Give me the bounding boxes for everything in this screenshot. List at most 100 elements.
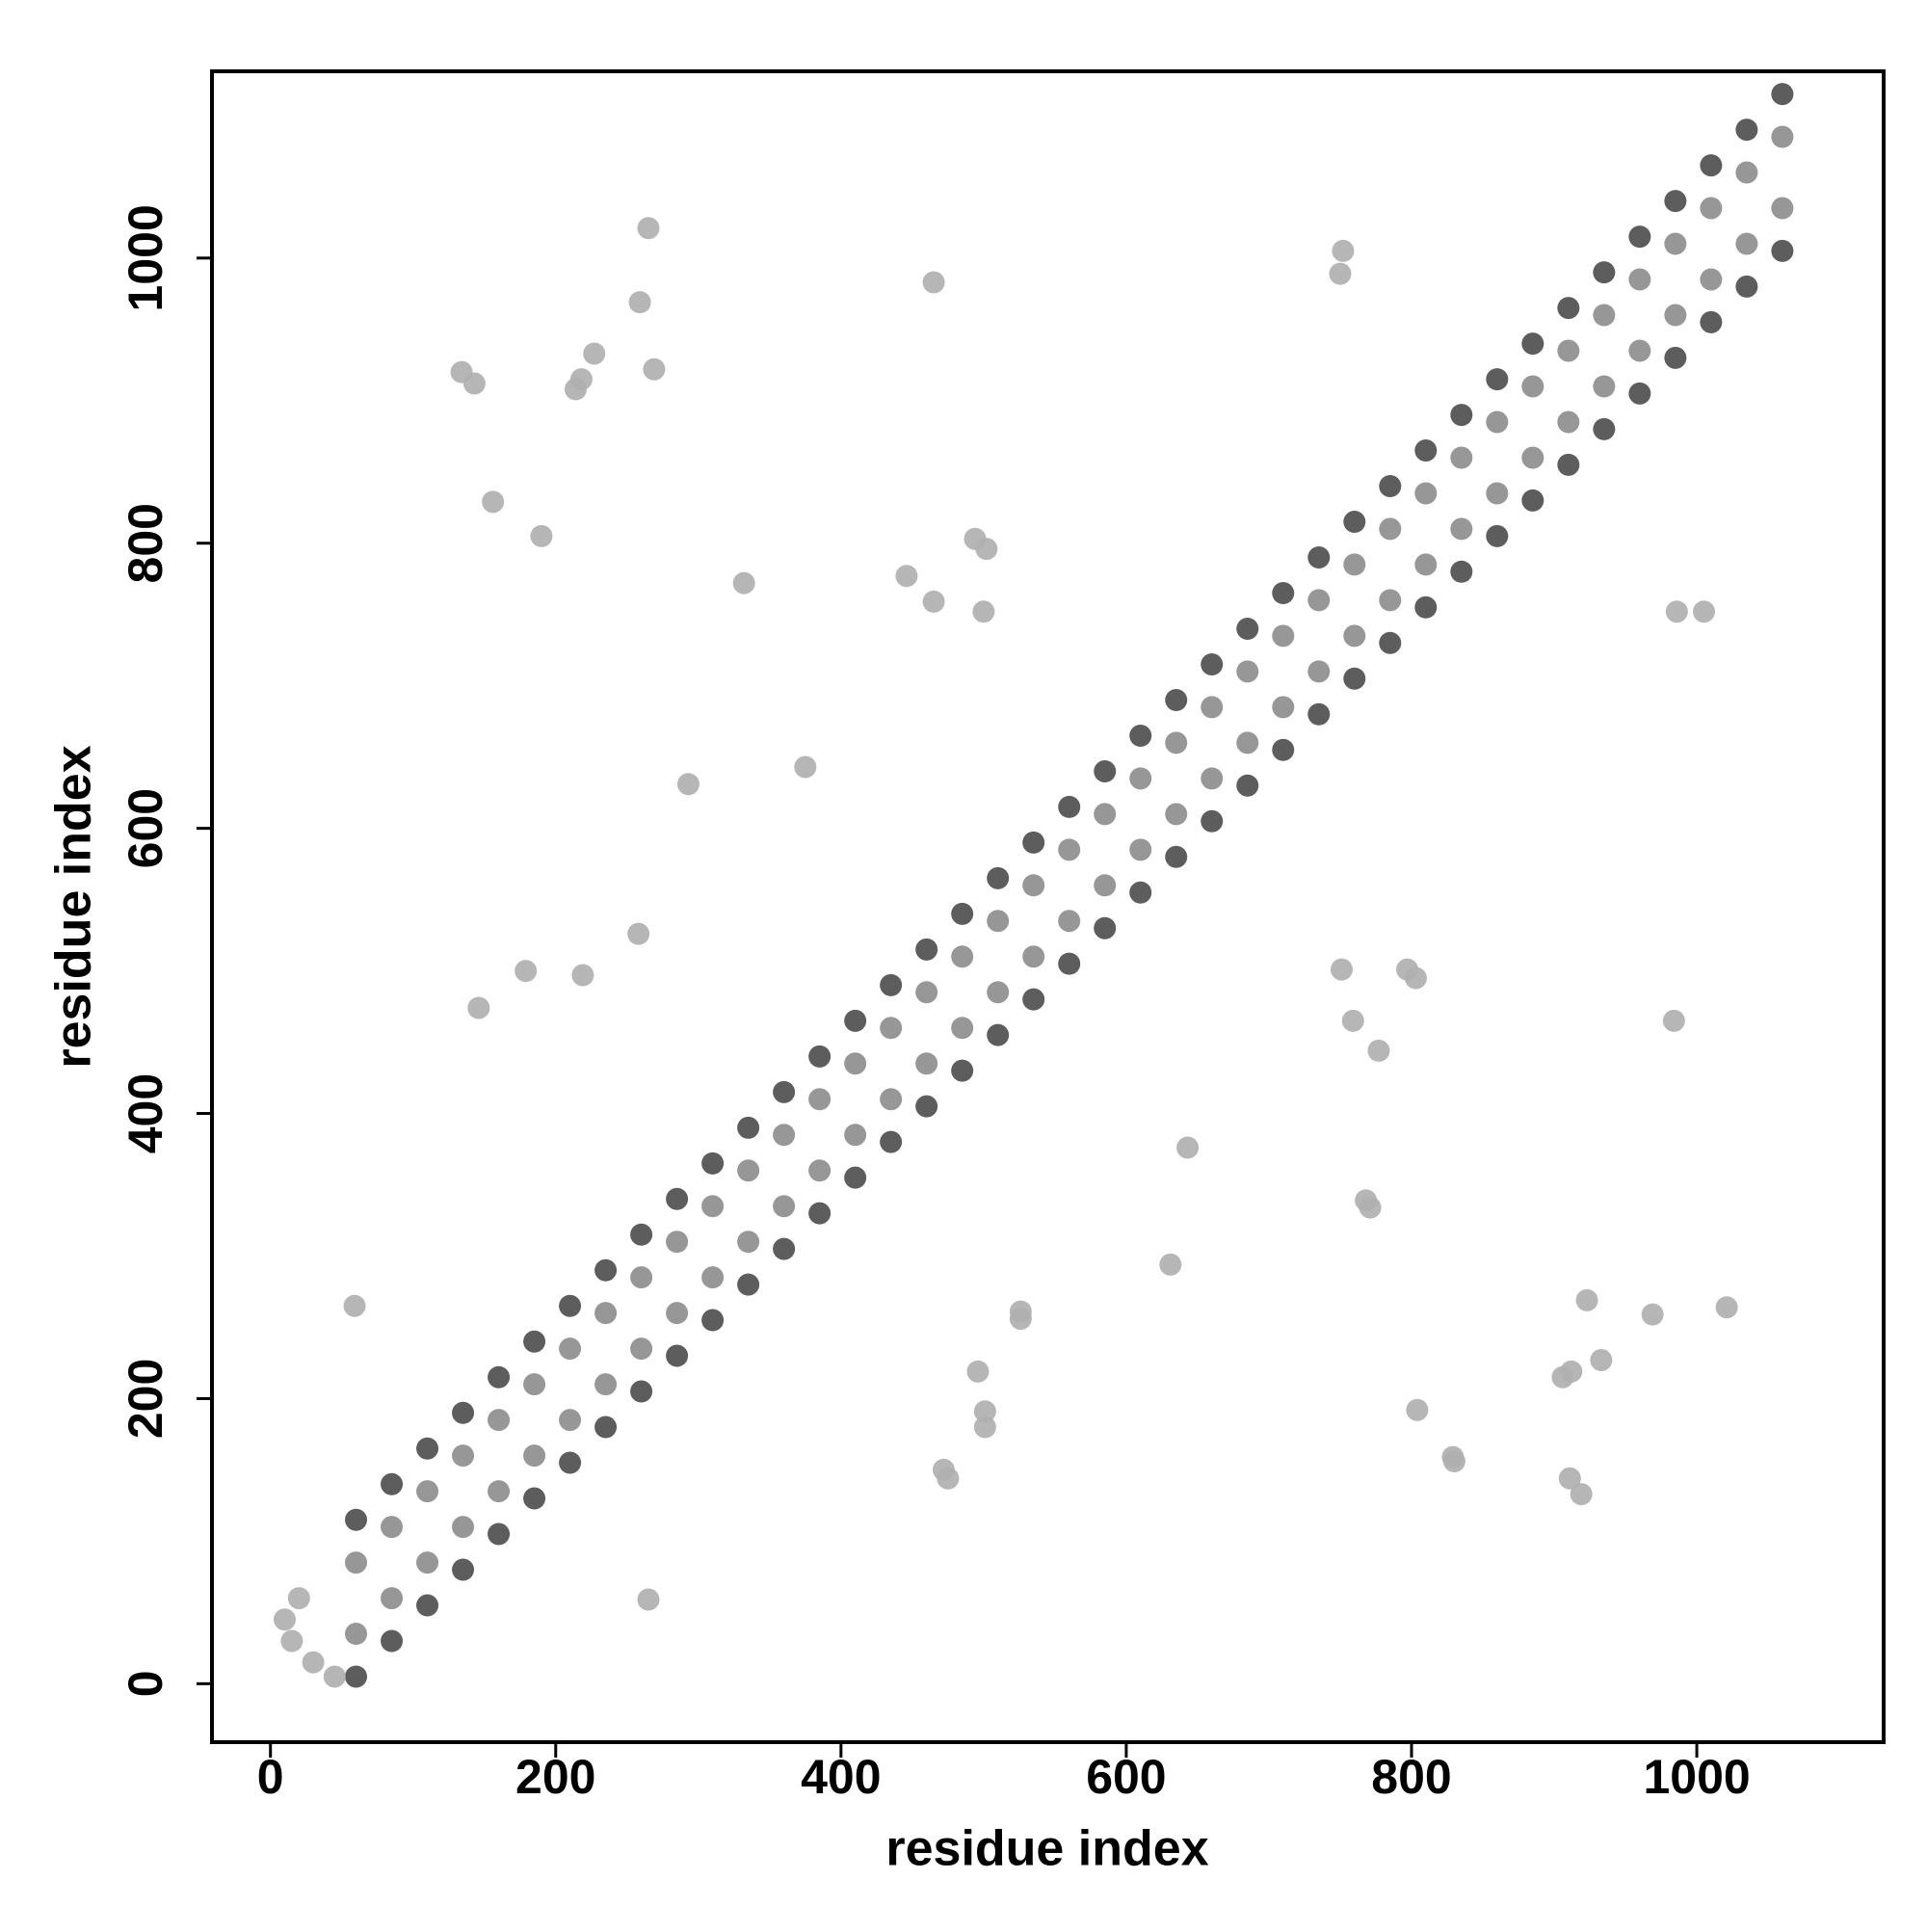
point: [773, 1124, 796, 1147]
point: [1414, 553, 1438, 576]
point: [1165, 731, 1188, 754]
point: [1330, 958, 1353, 981]
point: [1442, 1450, 1465, 1473]
point: [302, 1651, 325, 1674]
point: [1735, 275, 1758, 298]
point: [1521, 375, 1544, 398]
point: [1450, 517, 1473, 541]
point: [844, 1124, 867, 1147]
point: [773, 1080, 796, 1103]
point: [559, 1451, 582, 1474]
point: [951, 945, 974, 968]
point: [637, 217, 660, 240]
point: [1557, 297, 1580, 320]
point: [1450, 446, 1473, 469]
y-tick-label: 1000: [119, 204, 172, 311]
point: [1414, 439, 1438, 463]
point: [630, 1223, 653, 1246]
point: [1176, 1136, 1200, 1159]
point: [564, 378, 587, 401]
point: [594, 1302, 618, 1325]
point: [1628, 382, 1651, 405]
point: [880, 1017, 903, 1040]
point: [732, 571, 755, 595]
point: [628, 291, 651, 314]
point: [1662, 1009, 1685, 1032]
point: [1129, 724, 1152, 747]
point: [975, 538, 998, 561]
point: [1379, 631, 1402, 654]
point: [523, 1330, 546, 1353]
point: [488, 1522, 511, 1546]
point: [987, 981, 1010, 1004]
point: [1343, 511, 1366, 534]
point: [1406, 1398, 1429, 1421]
point: [701, 1309, 725, 1332]
point: [737, 1116, 760, 1139]
point: [1593, 375, 1616, 398]
point: [773, 1195, 796, 1218]
point: [1236, 660, 1259, 683]
point: [951, 1059, 974, 1082]
point: [1307, 660, 1331, 683]
point: [1665, 600, 1688, 623]
point: [1159, 1253, 1182, 1276]
point: [1129, 881, 1152, 904]
point: [1450, 404, 1473, 427]
point: [808, 1159, 832, 1182]
point: [737, 1231, 760, 1254]
point: [1590, 1348, 1613, 1371]
point: [1558, 1467, 1581, 1490]
point: [922, 271, 945, 294]
point: [594, 1373, 618, 1396]
point: [1009, 1308, 1032, 1331]
point: [416, 1480, 439, 1503]
plot-frame: [210, 69, 1886, 1744]
point: [1771, 197, 1794, 220]
point: [515, 960, 538, 983]
point: [1094, 759, 1117, 782]
point: [280, 1629, 304, 1653]
x-tick-label: 600: [1086, 1750, 1166, 1804]
point: [1715, 1296, 1738, 1319]
point: [1521, 446, 1544, 469]
point: [1329, 262, 1352, 285]
point: [1201, 652, 1224, 675]
point: [1272, 696, 1295, 719]
point: [1201, 809, 1224, 833]
point: [773, 1237, 796, 1260]
point: [630, 1266, 653, 1289]
point: [416, 1594, 439, 1617]
point: [1700, 197, 1723, 220]
point: [594, 1258, 618, 1282]
point: [1022, 945, 1045, 968]
point: [1272, 624, 1295, 648]
point: [1641, 1303, 1664, 1326]
point: [630, 1380, 653, 1403]
point: [1557, 339, 1580, 362]
point: [488, 1409, 511, 1432]
point: [1201, 767, 1224, 790]
point: [559, 1337, 582, 1361]
point: [1343, 667, 1366, 690]
point: [1236, 731, 1259, 754]
point: [1692, 600, 1715, 623]
point: [1593, 261, 1616, 284]
point: [381, 1587, 404, 1610]
point: [666, 1231, 689, 1254]
point: [1129, 838, 1152, 861]
point: [1094, 874, 1117, 897]
point: [462, 372, 486, 395]
point: [1486, 482, 1509, 505]
point: [1735, 161, 1758, 184]
point: [323, 1665, 346, 1688]
point: [1094, 803, 1117, 826]
point: [1307, 702, 1331, 726]
point: [1771, 125, 1794, 148]
point: [1307, 589, 1331, 612]
y-tick-label: 200: [119, 1359, 172, 1439]
point: [973, 1416, 996, 1439]
point: [523, 1373, 546, 1396]
point: [523, 1444, 546, 1468]
y-tick-label: 400: [119, 1073, 172, 1153]
